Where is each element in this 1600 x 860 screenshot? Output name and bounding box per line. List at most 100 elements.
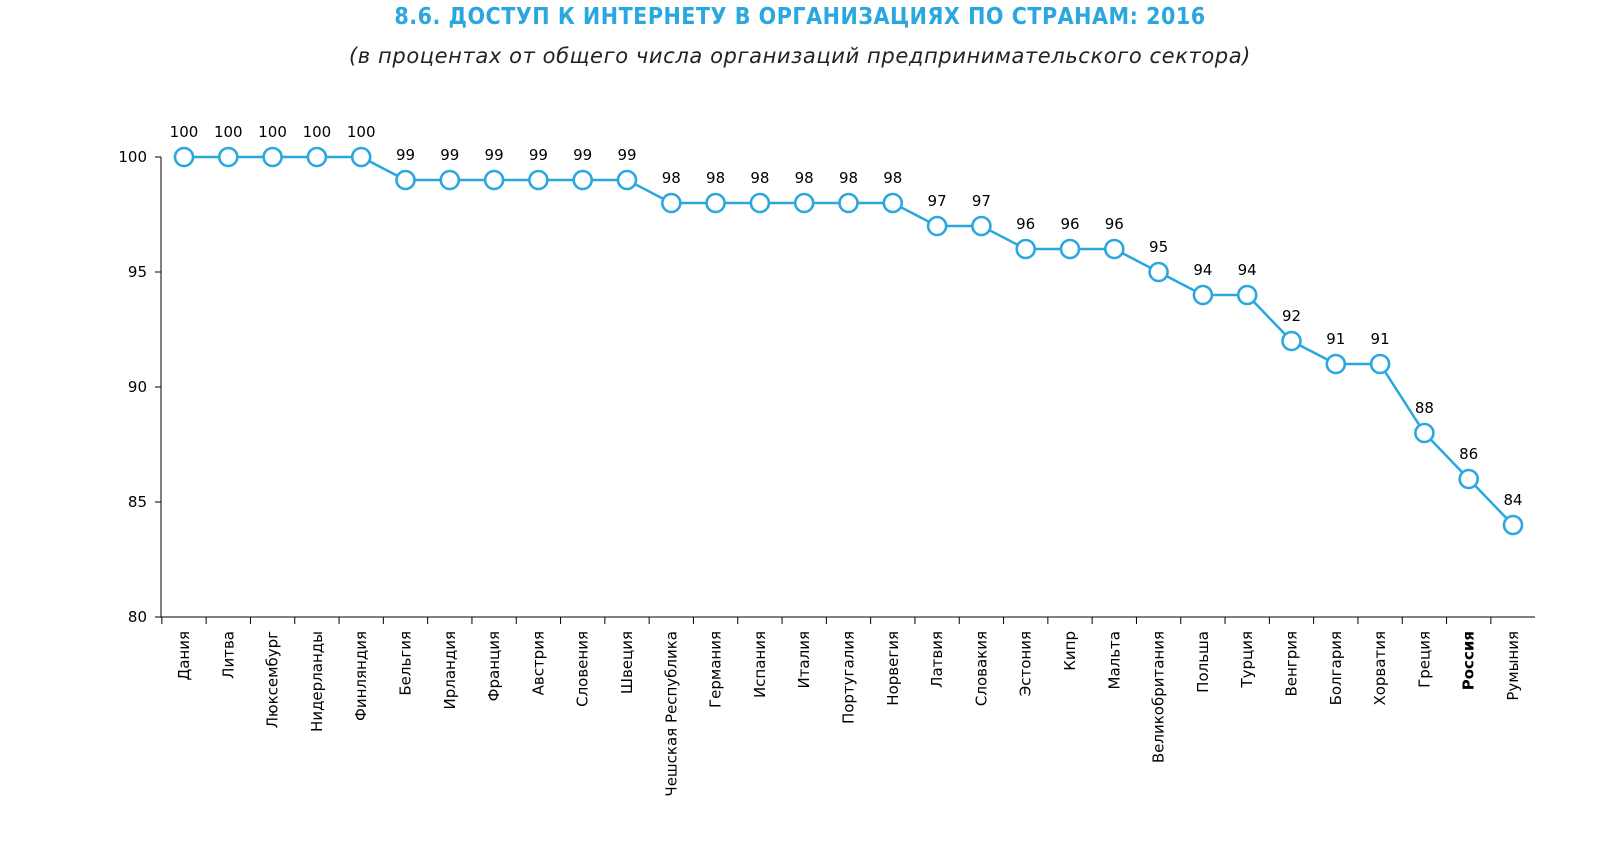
data-label: 88: [1415, 399, 1434, 417]
data-point: [173, 146, 195, 168]
x-category-label: Венгрия: [1283, 631, 1301, 697]
data-point: [262, 146, 283, 168]
data-point: [1458, 468, 1479, 490]
x-category-label: Португалия: [840, 631, 858, 724]
data-label: 96: [1105, 215, 1124, 233]
data-label: 86: [1459, 445, 1478, 463]
x-category-label: Нидерланды: [308, 631, 326, 732]
y-tick-label: 100: [118, 148, 147, 166]
data-point: [838, 192, 859, 214]
x-category-label: Австрия: [529, 631, 547, 695]
data-label: 92: [1282, 307, 1301, 325]
data-point: [926, 215, 948, 237]
data-point: [528, 169, 549, 191]
data-point: [395, 169, 416, 191]
data-label: 97: [928, 192, 947, 210]
data-label: 98: [839, 169, 858, 187]
x-category-label: Германия: [707, 631, 725, 708]
x-category-label: Польша: [1194, 631, 1212, 693]
data-label: 99: [573, 146, 592, 164]
x-category-label: Испания: [751, 631, 769, 698]
data-point: [483, 169, 505, 191]
x-category-label: Италия: [795, 631, 813, 689]
data-label: 94: [1193, 261, 1212, 279]
x-category-label: Латвия: [928, 631, 946, 688]
chart-title: 8.6. ДОСТУП К ИНТЕРНЕТУ В ОРГАНИЗАЦИЯХ П…: [394, 4, 1206, 30]
data-point: [1059, 238, 1081, 260]
data-label: 96: [1060, 215, 1079, 233]
data-point: [306, 146, 328, 168]
x-category-label: Мальта: [1105, 631, 1123, 690]
data-label: 99: [440, 146, 459, 164]
data-point: [1015, 238, 1036, 260]
x-category-label: Хорватия: [1371, 631, 1389, 706]
data-label: 98: [883, 169, 902, 187]
data-label: 100: [303, 123, 332, 141]
x-category-label: Бельгия: [397, 631, 415, 696]
x-category-label: Норвегия: [884, 631, 902, 706]
data-label: 98: [706, 169, 725, 187]
data-point: [218, 146, 239, 168]
x-category-label: Франция: [485, 631, 503, 701]
data-label: 98: [795, 169, 814, 187]
x-category-label: Кипр: [1061, 631, 1079, 671]
data-point: [971, 215, 992, 237]
data-point: [1281, 330, 1302, 352]
x-category-label: Литва: [219, 631, 237, 679]
data-label: 95: [1149, 238, 1168, 256]
data-point: [1325, 353, 1347, 375]
x-category-label: Дания: [175, 631, 193, 681]
data-point: [572, 169, 594, 191]
data-point: [1502, 514, 1524, 536]
data-label: 96: [1016, 215, 1035, 233]
y-tick-label: 95: [128, 263, 147, 281]
x-category-label: Словения: [574, 631, 592, 707]
y-tick-label: 85: [128, 493, 147, 511]
y-tick-label: 80: [128, 608, 147, 626]
data-point: [1148, 261, 1169, 283]
data-label: 98: [750, 169, 769, 187]
data-label: 99: [485, 146, 504, 164]
data-label: 98: [662, 169, 681, 187]
data-point: [1414, 422, 1435, 444]
x-category-label: Турция: [1238, 631, 1256, 689]
data-label: 97: [972, 192, 991, 210]
data-point: [660, 192, 682, 214]
data-point: [350, 146, 372, 168]
x-category-label: Швеция: [618, 631, 636, 694]
data-label: 100: [214, 123, 243, 141]
data-point: [1369, 353, 1391, 375]
x-category-label: Словакия: [972, 631, 990, 706]
data-label: 100: [258, 123, 287, 141]
x-category-label: Эстония: [1017, 631, 1035, 696]
x-category-label: Люксембург: [264, 631, 282, 728]
data-point: [616, 169, 638, 191]
data-label: 91: [1371, 330, 1390, 348]
x-category-label: Болгария: [1327, 631, 1345, 705]
data-label: 99: [396, 146, 415, 164]
data-label: 91: [1326, 330, 1345, 348]
x-category-label: Румыния: [1504, 631, 1522, 701]
x-category-label: Чешская Республика: [662, 631, 680, 797]
data-label: 99: [529, 146, 548, 164]
data-point: [439, 169, 461, 191]
data-point: [793, 192, 815, 214]
data-point: [749, 192, 771, 214]
data-point: [705, 192, 726, 214]
x-category-label: Финляндия: [352, 631, 370, 721]
data-label: 100: [170, 123, 199, 141]
chart-subtitle: (в процентах от общего числа организаций…: [349, 44, 1251, 68]
data-label: 84: [1503, 491, 1522, 509]
data-label: 100: [347, 123, 376, 141]
x-category-label: Великобритания: [1150, 631, 1168, 763]
x-category-label: Ирландия: [441, 631, 459, 709]
data-label: 99: [617, 146, 636, 164]
x-category-label: Греция: [1415, 631, 1433, 688]
y-tick-label: 90: [128, 378, 147, 396]
data-point: [1236, 284, 1258, 306]
data-label: 94: [1238, 261, 1257, 279]
data-point: [882, 192, 904, 214]
x-category-label: Россия: [1460, 631, 1478, 690]
data-point: [1192, 284, 1214, 306]
